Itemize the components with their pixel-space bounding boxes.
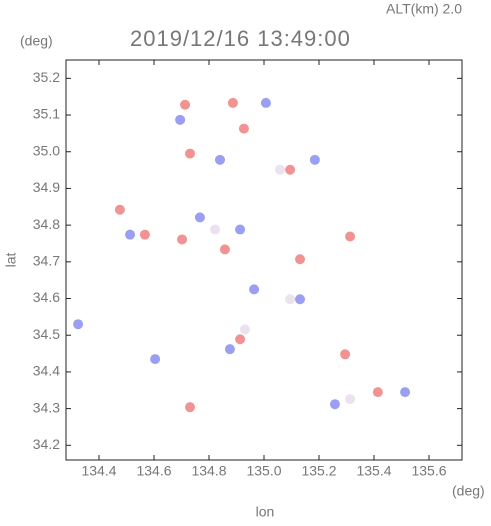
echo-point [295,254,306,265]
echo-point [345,231,356,242]
echo-point [274,164,285,175]
echo-point [240,324,251,335]
y-tick-label: 35.0 [33,142,60,158]
echo-point [285,164,296,175]
echo-point [372,387,383,398]
y-tick-label: 35.2 [33,69,60,85]
echo-point [295,294,306,305]
y-tick-label: 34.4 [33,363,60,379]
echo-point [139,229,150,240]
echo-point [150,354,161,365]
echo-point [238,123,249,134]
echo-point [235,224,246,235]
x-tick-label: 135.6 [411,463,446,479]
x-axis-label: lon [256,504,275,520]
echo-point [340,349,351,360]
y-tick-label: 34.9 [33,179,60,195]
y-tick-label: 34.2 [33,436,60,452]
echo-point [224,344,235,355]
echo-point [400,387,411,398]
x-tick-label: 134.8 [191,463,226,479]
echo-point [227,97,238,108]
echo-point [260,97,271,108]
y-tick-label: 35.1 [33,106,60,122]
echo-point [285,294,296,305]
x-unit: (deg) [452,483,485,499]
echo-point [125,229,136,240]
y-tick-label: 34.3 [33,399,60,415]
y-tick-label: 34.6 [33,289,60,305]
chart-subtitle: ALT(km) 2.0 [386,1,462,17]
x-tick-label: 135.0 [246,463,281,479]
echo-point [180,99,191,110]
echo-point [114,204,125,215]
plot-frame [65,59,463,461]
echo-point [177,234,188,245]
echo-point [219,244,230,255]
echo-point [309,154,320,165]
y-axis-label: lat [3,253,19,268]
echo-point [249,284,260,295]
y-tick-label: 34.5 [33,326,60,342]
echo-point [175,114,186,125]
x-tick-label: 134.4 [81,463,116,479]
x-tick-label: 135.2 [301,463,336,479]
chart-title: 2019/12/16 13:49:00 [130,26,351,51]
echo-point [194,212,205,223]
echo-point [185,148,196,159]
x-tick-label: 135.4 [356,463,391,479]
echo-point [210,224,221,235]
echo-point [215,154,225,165]
echo-point [185,402,196,413]
y-tick-label: 34.7 [33,253,60,269]
y-unit: (deg) [20,33,53,49]
echo-point [345,394,356,405]
x-tick-label: 134.6 [136,463,171,479]
echo-point [329,399,340,410]
echo-point [235,334,246,345]
echo-point [73,319,84,330]
y-tick-label: 34.8 [33,216,60,232]
